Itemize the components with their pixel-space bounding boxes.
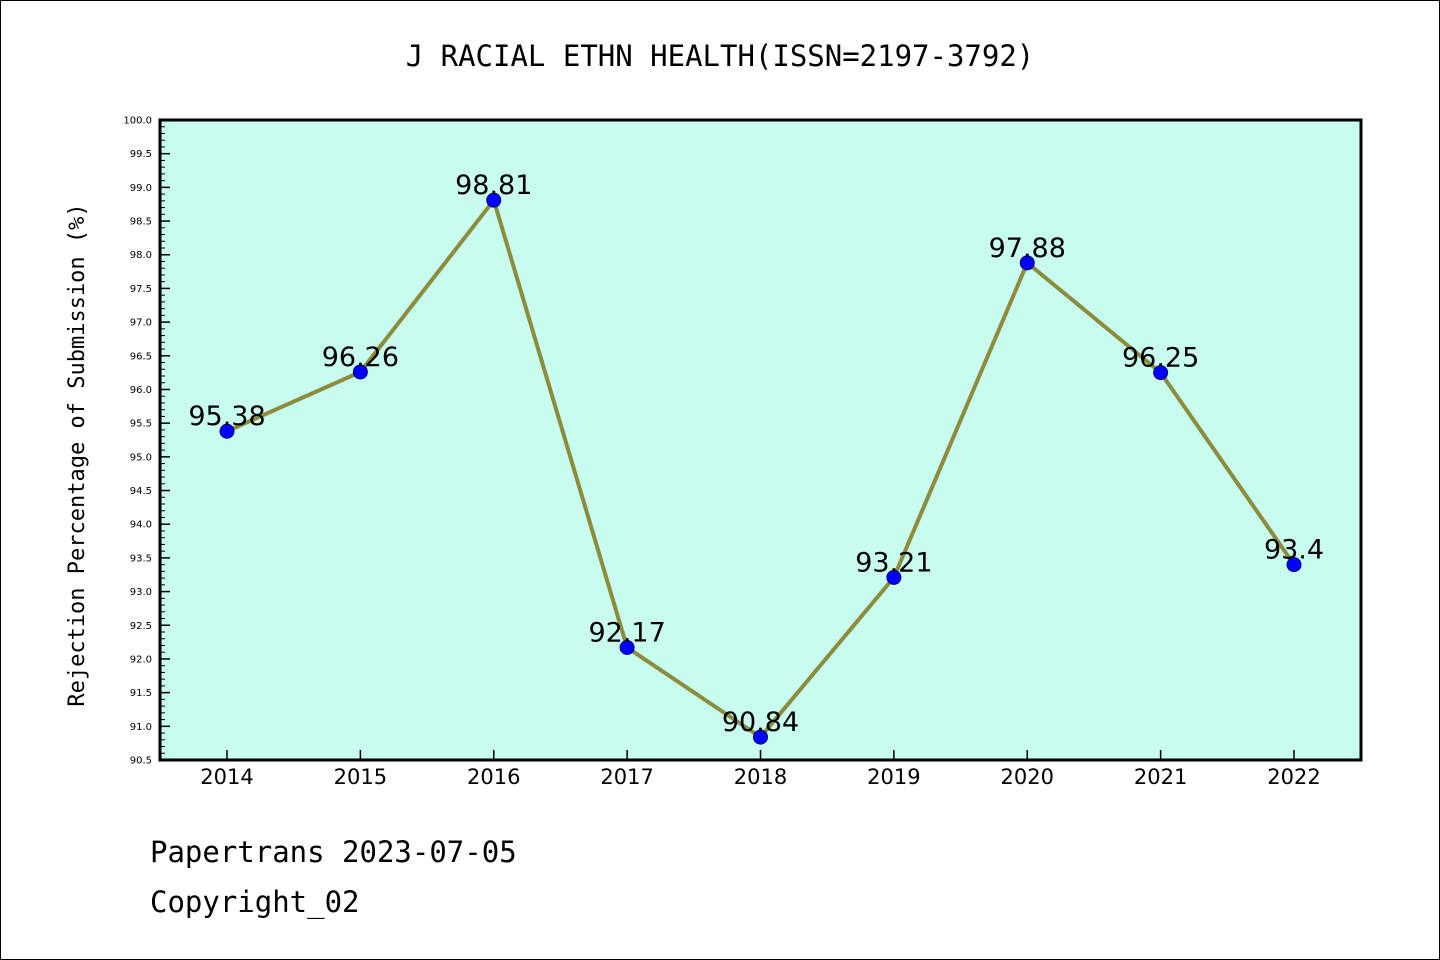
data-labels: 95.38 96.26 98.81 92.17 90.84 93.21 97.88 96.25… [188,170,1324,738]
x-tick-label: 2021 [1134,765,1187,789]
y-tick-label: 99.5 [130,149,152,160]
x-tick-label: 2015 [334,765,387,789]
x-tick-label: 2022 [1267,765,1320,789]
y-tick-label: 98.0 [130,250,152,261]
y-tick-label: 93.0 [130,587,152,598]
y-tick-label: 94.5 [130,486,152,497]
y-tick-label: 99.0 [130,183,152,194]
y-tick-label: 95.0 [130,452,152,463]
series-markers [219,192,1302,745]
data-point-marker [753,729,768,745]
y-tick-label: 100.0 [123,116,152,127]
x-tick-label: 2018 [734,765,787,789]
data-point-marker [1019,255,1035,271]
y-tick-label: 92.5 [130,621,152,632]
x-tick-label: 2017 [600,765,653,789]
data-point-marker [619,639,635,655]
data-point-label: 92.17 [588,617,665,648]
data-point-marker [1286,557,1302,573]
data-point-label: 93.4 [1264,535,1324,566]
y-axis-label: Rejection Percentage of Submission (%) [65,203,90,706]
data-point-marker [486,192,502,208]
y-tick-label: 95.5 [130,419,152,430]
data-point-marker [219,423,235,439]
data-point-label: 96.25 [1122,343,1199,374]
data-point-label: 97.88 [989,233,1066,264]
data-point-label: 98.81 [455,170,532,201]
y-tick-label: 92.0 [130,654,152,665]
x-tick-label: 2020 [1001,765,1054,789]
y-tick-label: 94.0 [130,520,152,531]
data-point-label: 90.84 [722,707,799,738]
y-tick-label: 96.5 [130,351,152,362]
data-point-marker [1153,365,1169,381]
x-tick-label: 2014 [200,765,253,789]
data-point-marker [352,364,368,380]
plot-border [158,118,1363,762]
plot-area [160,120,1361,760]
y-tick-label: 98.5 [130,217,152,228]
y-tick-label: 96.0 [130,385,152,396]
data-point-label: 96.26 [322,342,399,373]
y-tick-label: 97.5 [130,284,152,295]
x-tick-label: 2019 [867,765,920,789]
x-tick-label: 2016 [467,765,520,789]
y-tick-label: 90.5 [130,756,152,767]
chart-title: J RACIAL ETHN HEALTH(ISSN=2197-3792) [406,39,1035,73]
x-axis-ticks: 2014 2015 2016 2017 2018 2019 2020 2021 2022 [200,750,1321,789]
y-tick-label: 91.0 [130,722,152,733]
y-tick-label: 91.5 [130,688,152,699]
y-tick-label: 93.5 [130,553,152,564]
data-point-marker [886,569,902,585]
footer-copyright: Copyright_02 [150,885,360,919]
y-tick-label: 97.0 [130,318,152,329]
data-point-label: 95.38 [188,401,265,432]
footer-date: Papertrans 2023-07-05 [150,835,517,869]
data-point-label: 93.21 [855,547,932,578]
